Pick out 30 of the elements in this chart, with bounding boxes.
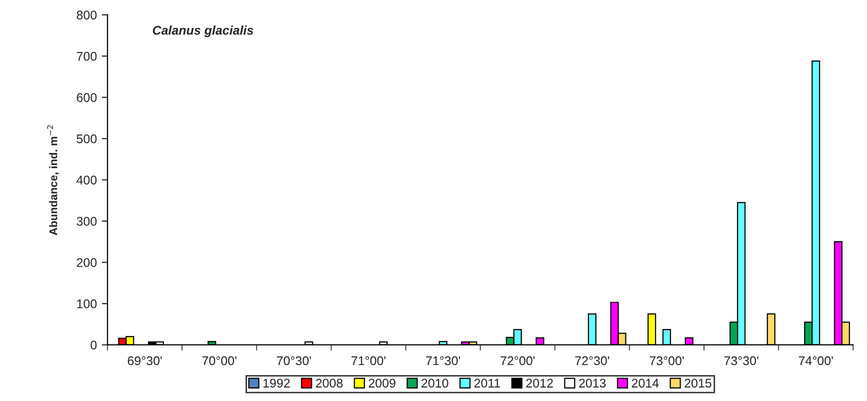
x-tick-label: 69°30' bbox=[128, 356, 162, 366]
y-tick-label: 100 bbox=[77, 299, 97, 308]
x-tick-label: 73°00' bbox=[650, 356, 684, 366]
legend-label: 2009 bbox=[368, 378, 396, 388]
x-tick-label: 72°30' bbox=[575, 356, 610, 366]
legend-label: 2014 bbox=[632, 378, 659, 388]
x-tick-label: 73°30' bbox=[724, 356, 758, 366]
x-tick-label: 71°00' bbox=[352, 356, 386, 366]
legend-label: 2013 bbox=[579, 378, 606, 388]
y-tick-label: 400 bbox=[76, 176, 97, 184]
y-tick-label: 200 bbox=[76, 258, 97, 268]
y-axis-title: Abundance, ind. m$^{−2}$ bbox=[47, 125, 59, 236]
legend-label: 2008 bbox=[316, 378, 343, 388]
y-tick-label: 700 bbox=[76, 52, 97, 61]
x-tick-label: 74°00' bbox=[798, 356, 833, 366]
x-tick-label: 71°30' bbox=[426, 356, 460, 366]
legend-label: 2015 bbox=[684, 378, 712, 388]
x-tick-label: 72°00' bbox=[500, 356, 535, 366]
legend-label: 2011 bbox=[474, 378, 500, 388]
legend-label: 2012 bbox=[526, 378, 553, 388]
y-tick-label: 300 bbox=[76, 216, 97, 226]
legend-label: 1992 bbox=[263, 378, 290, 388]
legend-label: 2010 bbox=[422, 378, 448, 388]
y-tick-label: 500 bbox=[76, 134, 97, 144]
x-tick-label: 70°30' bbox=[276, 356, 311, 366]
x-tick-label: 70°00' bbox=[202, 356, 236, 366]
text: Calanus glacialis bbox=[152, 26, 254, 38]
y-tick-label: 600 bbox=[76, 93, 97, 102]
y-tick-label: 0 bbox=[90, 340, 97, 350]
y-tick-label: 800 bbox=[76, 10, 97, 20]
